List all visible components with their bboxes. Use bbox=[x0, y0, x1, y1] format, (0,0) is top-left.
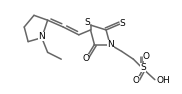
Text: S: S bbox=[140, 63, 146, 72]
Text: N: N bbox=[38, 32, 45, 41]
Text: O: O bbox=[82, 54, 89, 63]
Text: O: O bbox=[143, 52, 150, 61]
Text: OH: OH bbox=[157, 76, 171, 85]
Text: O: O bbox=[133, 76, 140, 85]
Text: S: S bbox=[85, 18, 90, 27]
Text: N: N bbox=[107, 40, 114, 49]
Text: S: S bbox=[120, 19, 126, 28]
